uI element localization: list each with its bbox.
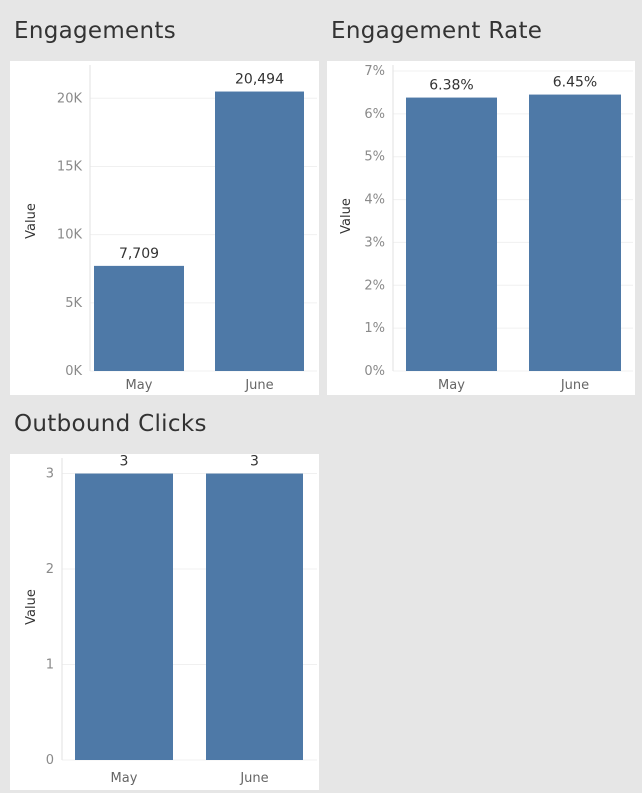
bar-may xyxy=(406,97,497,372)
y-tick-label: 3 xyxy=(46,467,54,482)
engagement-rate-chart-svg: 0% 1% 2% 3% 4% 5% 6% 7% Value 6.38% May 6.45% June xyxy=(339,64,633,393)
y-tick-label: 2 xyxy=(46,562,54,577)
category-label: May xyxy=(126,378,153,393)
engagement-rate-title: Engagement Rate xyxy=(331,18,543,44)
data-label: 6.38% xyxy=(429,78,473,94)
y-axis-title: Value xyxy=(24,589,39,625)
y-axis-title: Value xyxy=(24,203,39,239)
category-label: June xyxy=(244,378,273,393)
y-tick-label: 10K xyxy=(57,228,83,243)
data-label: 7,709 xyxy=(119,246,159,262)
bar-june xyxy=(215,91,304,371)
y-tick-label: 5K xyxy=(65,296,82,311)
y-tick-label: 2% xyxy=(364,278,385,293)
data-label: 3 xyxy=(250,454,259,470)
bar-june xyxy=(529,94,621,372)
data-label: 6.45% xyxy=(553,75,597,91)
y-tick-label: 1% xyxy=(364,321,385,336)
data-label: 20,494 xyxy=(235,72,284,88)
engagement-rate-chart: 0% 1% 2% 3% 4% 5% 6% 7% Value 6.38% May 6.45% June xyxy=(327,61,635,395)
y-tick-label: 7% xyxy=(364,64,385,79)
category-label: June xyxy=(239,771,268,786)
data-label: 3 xyxy=(120,454,129,470)
y-tick-label: 3% xyxy=(364,235,385,250)
y-tick-label: 6% xyxy=(364,107,385,122)
y-tick-label: 20K xyxy=(57,91,83,106)
outbound-clicks-chart: 0 1 2 3 Value 3 May 3 June xyxy=(10,454,319,790)
y-tick-label: 1 xyxy=(46,658,54,673)
y-tick-label: 0 xyxy=(46,753,54,768)
y-tick-label: 15K xyxy=(57,159,83,174)
y-tick-label: 0K xyxy=(65,364,82,379)
outbound-clicks-title: Outbound Clicks xyxy=(14,411,207,437)
bar-may xyxy=(94,265,184,371)
category-label: May xyxy=(438,378,465,393)
category-label: May xyxy=(111,771,138,786)
engagements-title: Engagements xyxy=(14,18,176,44)
outbound-clicks-chart-svg: 0 1 2 3 Value 3 May 3 June xyxy=(24,454,317,786)
engagements-chart-svg: 0K 5K 10K 15K 20K Value 7,709 May 20,494 June xyxy=(24,65,317,393)
category-label: June xyxy=(560,378,589,393)
bar-may xyxy=(75,473,173,760)
engagements-chart: 0K 5K 10K 15K 20K Value 7,709 May 20,494 June xyxy=(10,61,319,395)
y-tick-label: 4% xyxy=(364,193,385,208)
y-tick-label: 0% xyxy=(364,364,385,379)
y-axis-title: Value xyxy=(339,198,354,234)
y-tick-label: 5% xyxy=(364,150,385,165)
bar-june xyxy=(206,473,303,760)
